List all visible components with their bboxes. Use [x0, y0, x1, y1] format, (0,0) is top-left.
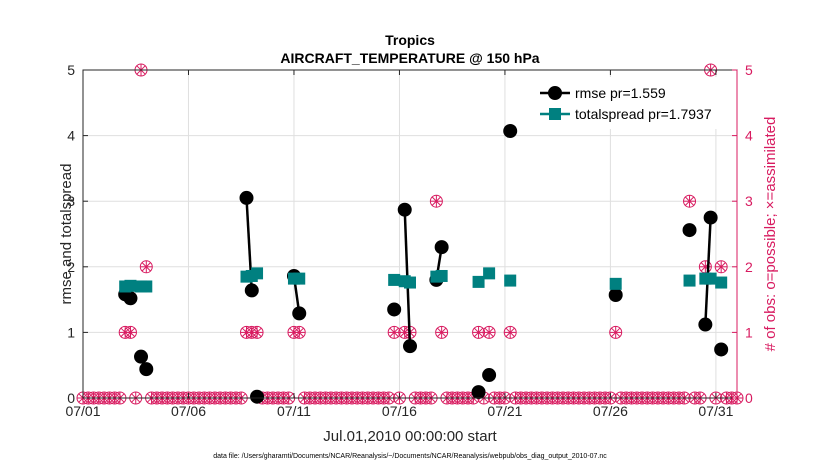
obs-marker-121: [714, 260, 728, 274]
x-tick-label-5: 07/26: [593, 403, 628, 419]
y-right-tick-label-5: 5: [745, 62, 753, 78]
legend-label-rmse: rmse pr=1.559: [575, 85, 666, 101]
y-axis-right-label: # of obs: o=possible; ×=assimilated: [762, 117, 779, 352]
series-0: [118, 124, 729, 404]
series-1-point-9: [388, 273, 401, 286]
series-1-point-1: [124, 279, 137, 292]
y-tick-label-0: 0: [67, 390, 75, 406]
series-1-point-6: [251, 267, 264, 280]
x-tick-label-1: 07/06: [171, 403, 206, 419]
x-tick-label-2: 07/11: [277, 403, 311, 419]
y-tick-label-1: 1: [67, 324, 75, 340]
x-tick-label-3: 07/16: [382, 403, 417, 419]
obs-marker-101: [609, 325, 623, 339]
series-0-point-10: [397, 202, 412, 217]
obs-marker-67: [429, 194, 443, 208]
obs-marker-33: [250, 325, 264, 339]
y-right-tick-label-1: 1: [745, 324, 753, 340]
y-right-tick-label-2: 2: [745, 259, 753, 275]
series-layer: [118, 124, 729, 404]
obs-marker-115: [683, 194, 697, 208]
legend-marker-totalspread: [549, 108, 561, 120]
series-0-point-20: [703, 210, 718, 225]
series-1-point-11: [404, 276, 416, 289]
series-0-point-21: [714, 342, 729, 357]
series-0-point-6: [250, 389, 265, 404]
series-1: [119, 267, 728, 293]
y-right-tick-label-4: 4: [745, 128, 753, 144]
series-0-point-13: [434, 240, 449, 255]
series-0-point-8: [292, 306, 307, 321]
x-axis-label: Jul.01,2010 00:00:00 start: [323, 428, 497, 445]
series-0-point-5: [244, 283, 259, 298]
chart-title: Tropics: [385, 32, 435, 48]
series-0-line-13: [704, 217, 712, 325]
x-tick-label-0: 07/01: [65, 403, 100, 419]
obs-marker-41: [292, 325, 306, 339]
data-file-footnote: data file: /Users/gharamti/Documents/NCA…: [213, 453, 607, 460]
series-1-point-18: [683, 274, 696, 287]
axes: 07/01 07/06 07/11 07/16 07/21 07/26 07/31 0 1 2 3 4…: [65, 62, 753, 419]
series-1-point-13: [435, 269, 448, 282]
series-1-point-15: [483, 267, 496, 280]
obs-marker-75: [472, 325, 486, 339]
obs-marker-77: [482, 325, 496, 339]
y-right-tick-label-3: 3: [745, 193, 753, 209]
series-1-point-21: [715, 276, 728, 289]
obs-marker-12: [139, 260, 153, 274]
series-0-point-2: [134, 349, 149, 364]
y-tick-label-4: 4: [67, 128, 75, 144]
legend-label-totalspread: totalspread pr=1.7937: [575, 106, 712, 122]
series-0-point-11: [403, 339, 417, 354]
series-1-point-8: [293, 272, 306, 285]
y-tick-label-5: 5: [67, 62, 75, 78]
x-tick-label-6: 07/31: [698, 403, 733, 419]
series-1-point-14: [472, 275, 485, 288]
legend-marker-rmse: [548, 86, 562, 100]
series-0-point-1: [123, 291, 138, 306]
series-1-point-16: [504, 274, 517, 287]
x-tick-label-4: 07/21: [487, 403, 522, 419]
y-tick-label-3: 3: [67, 193, 75, 209]
series-0-point-16: [503, 124, 518, 139]
y-tick-label-2: 2: [67, 259, 75, 275]
series-1-point-20: [704, 272, 717, 285]
series-0-point-15: [482, 368, 497, 383]
y-axis-label: rmse and totalspread: [58, 164, 75, 305]
series-0-point-9: [387, 302, 402, 317]
legend: rmse pr=1.559 totalspread pr=1.7937: [536, 77, 732, 129]
y-right-tick-label-0: 0: [745, 390, 753, 406]
chart-subtitle: AIRCRAFT_TEMPERATURE @ 150 hPa: [280, 50, 539, 66]
obs-marker-9: [123, 325, 137, 339]
obs-marker-68: [435, 325, 449, 339]
series-0-point-14: [471, 385, 486, 400]
series-1-point-17: [609, 277, 622, 290]
series-1-point-3: [140, 280, 153, 293]
series-0-point-18: [682, 223, 697, 238]
series-0-point-17: [608, 288, 623, 303]
series-0-point-4: [239, 190, 254, 205]
legend-box: [536, 77, 732, 129]
series-0-point-19: [698, 317, 713, 332]
obs-marker-81: [503, 325, 517, 339]
series-0-point-3: [139, 362, 154, 377]
